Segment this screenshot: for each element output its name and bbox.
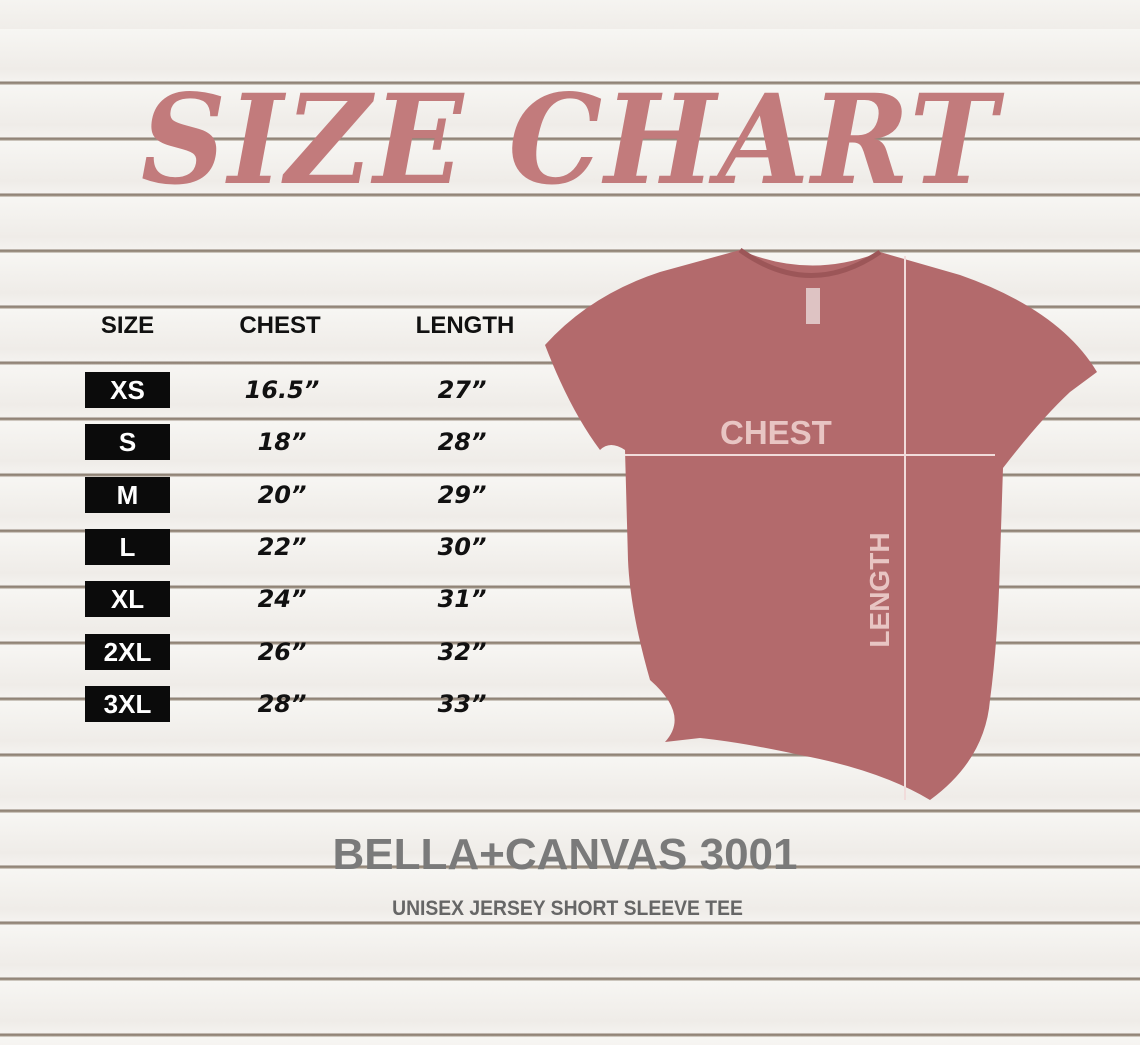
size-badge: XS <box>85 372 170 408</box>
brand-name: BELLA+CANVAS 3001 <box>332 830 798 879</box>
length-value: 29” <box>437 480 487 509</box>
length-value: 30” <box>437 532 487 561</box>
length-value: 32” <box>437 637 487 666</box>
table-row: XL 24” 31” <box>0 581 560 618</box>
chest-label: CHEST <box>720 414 832 451</box>
product-subtitle: UNISEX JERSEY SHORT SLEEVE TEE <box>392 897 743 920</box>
table-row: XS 16.5” 27” <box>0 372 560 408</box>
chest-value: 18” <box>257 428 307 457</box>
length-value: 27” <box>437 376 487 404</box>
size-badge: XL <box>85 581 170 618</box>
length-value: 28” <box>437 428 487 457</box>
tshirt-shape <box>545 250 1097 800</box>
header-chest: CHEST <box>239 312 321 339</box>
table-row: S 18” 28” <box>0 424 560 461</box>
table-row: M 20” 29” <box>0 476 560 513</box>
shirt-tag <box>806 288 820 324</box>
size-badge: 2XL <box>85 633 170 670</box>
chest-value: 22” <box>257 532 307 561</box>
table-row: 2XL 26” 32” <box>0 633 560 670</box>
size-badge: 3XL <box>85 685 170 722</box>
neckline <box>738 247 882 278</box>
chest-value: 24” <box>257 585 307 614</box>
header-size: SIZE <box>100 312 155 339</box>
length-label: LENGTH <box>864 532 895 648</box>
title: SIZE CHART <box>140 66 1000 213</box>
header-length: LENGTH <box>415 312 515 339</box>
chest-value: 28” <box>257 689 307 718</box>
size-badge: L <box>85 528 170 565</box>
chest-value: 20” <box>257 480 307 509</box>
length-value: 33” <box>437 689 487 718</box>
chest-value: 26” <box>257 637 307 666</box>
table-row: L 22” 30” <box>0 528 560 565</box>
chest-value: 16.5” <box>244 376 320 404</box>
table-row: 3XL 28” 33” <box>0 685 560 722</box>
size-badge: S <box>85 424 170 461</box>
length-value: 31” <box>437 585 487 614</box>
size-badge: M <box>85 476 170 513</box>
